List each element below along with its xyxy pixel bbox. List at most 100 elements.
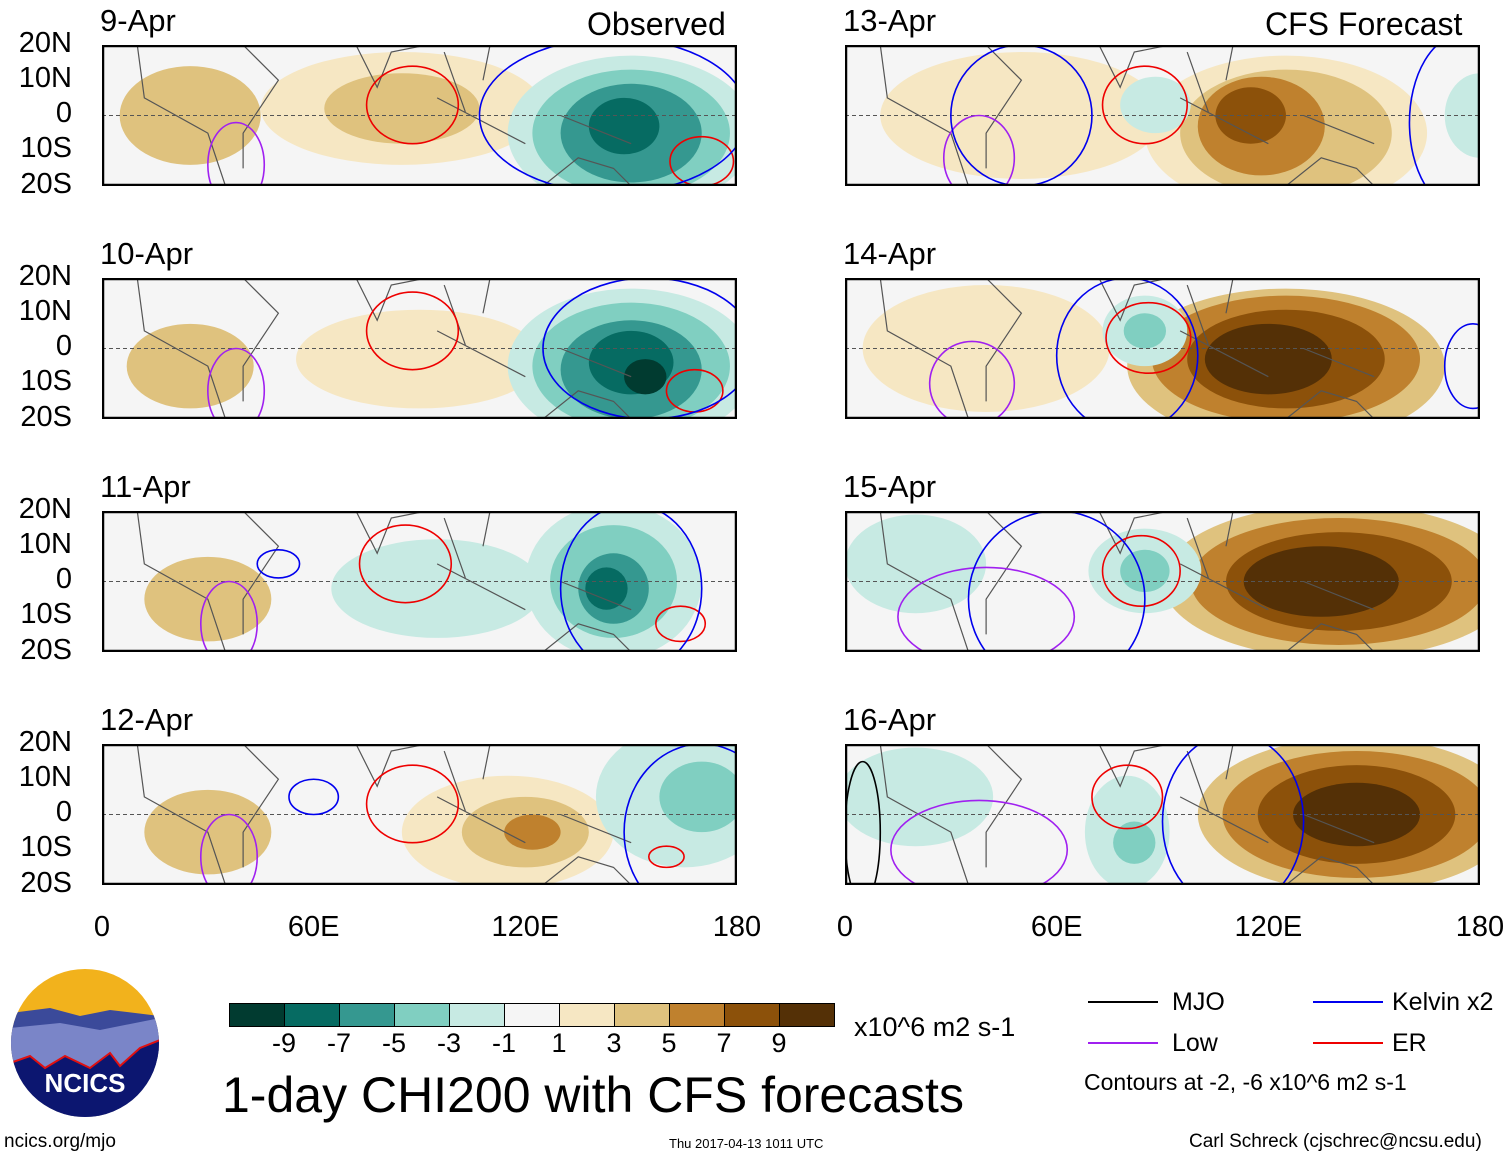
anomaly-shading	[845, 747, 994, 847]
wave-contour	[207, 121, 266, 186]
map-panel-plot	[102, 511, 737, 652]
wave-contour	[942, 114, 1016, 186]
coastlines	[879, 278, 1375, 419]
wave-contour	[207, 347, 266, 419]
observed-heading: Observed	[587, 6, 726, 42]
lat-tick-label: 20S	[20, 867, 72, 899]
panel-frame	[845, 45, 1480, 186]
wave-contour	[542, 278, 737, 419]
lon-tick-label: 60E	[1030, 911, 1083, 943]
lon-tick-label: 0	[836, 911, 854, 943]
colorbar-swatch	[450, 1004, 505, 1026]
lat-tick-label: 10N	[18, 295, 72, 327]
coastlines	[879, 511, 1375, 652]
wave-contour	[623, 744, 737, 885]
lat-tick-label: 10S	[20, 831, 72, 863]
colorbar-tick-label: -1	[491, 1028, 517, 1058]
legend-kelvin-label: Kelvin x2	[1392, 988, 1494, 1016]
wave-contour	[199, 813, 259, 885]
panel-date-label: 16-Apr	[843, 702, 937, 737]
map-panel	[102, 278, 737, 419]
panel-frame	[845, 744, 1480, 885]
colorbar-swatch	[505, 1004, 560, 1026]
map-panel	[102, 511, 737, 652]
lat-tick-label: 20N	[18, 260, 72, 292]
footer-url[interactable]: ncics.org/mjo	[4, 1131, 116, 1152]
panel-date-label: 12-Apr	[100, 702, 194, 737]
lat-tick-label: 10S	[20, 365, 72, 397]
panel-frame	[102, 511, 737, 652]
lon-tick-label: 180	[712, 911, 762, 943]
panel-frame	[102, 45, 737, 186]
anomaly-shading	[324, 73, 480, 144]
wave-contour	[365, 65, 460, 145]
colorbar-tick-label: 7	[716, 1028, 732, 1058]
legend-er-line	[1313, 1042, 1383, 1044]
map-panel	[845, 45, 1480, 186]
anomaly-shading	[1120, 549, 1170, 593]
map-panel-plot	[102, 278, 737, 419]
wave-contour	[365, 764, 460, 844]
map-panel	[845, 278, 1480, 419]
legend-mjo-label: MJO	[1172, 988, 1225, 1016]
wave-contour	[256, 548, 301, 579]
colorbar-tick-label: 3	[606, 1028, 622, 1058]
panel-frame	[102, 744, 737, 885]
legend-mjo-line	[1088, 1001, 1158, 1003]
anomaly-shading	[845, 514, 987, 614]
panel-date-label: 10-Apr	[100, 236, 194, 271]
map-panel-plot	[845, 45, 1480, 186]
colorbar-swatch	[780, 1004, 834, 1026]
map-panel-plot	[845, 278, 1480, 419]
colorbar-units: x10^6 m2 s-1	[854, 1012, 1016, 1042]
lat-tick-label: 0	[55, 796, 72, 828]
anomaly-shading	[1113, 821, 1156, 864]
colorbar-swatch	[725, 1004, 780, 1026]
colorbar-swatch	[230, 1004, 285, 1026]
panel-frame	[845, 278, 1480, 419]
lon-tick-label: 180	[1455, 911, 1505, 943]
lat-tick-label: 20S	[20, 168, 72, 200]
coastlines	[136, 45, 632, 186]
map-panel	[845, 511, 1480, 652]
lon-tick-label: 0	[93, 911, 111, 943]
anomaly-shading	[624, 359, 667, 395]
anomaly-shading	[585, 567, 628, 610]
anomaly-shading	[126, 323, 254, 409]
logo-text: NCICS	[45, 1068, 126, 1098]
lon-tick-label: 120E	[491, 911, 560, 943]
lat-tick-label: 20S	[20, 634, 72, 666]
wave-contour	[648, 845, 685, 869]
lat-tick-label: 20S	[20, 401, 72, 433]
wave-contour	[365, 291, 460, 371]
lat-tick-label: 0	[55, 563, 72, 595]
footer-credit: Carl Schreck (cjschrec@ncsu.edu)	[1189, 1131, 1482, 1152]
colorbar	[229, 1003, 835, 1027]
lon-tick-label: 60E	[287, 911, 340, 943]
wave-contour	[1055, 278, 1199, 419]
anomaly-shading	[588, 97, 660, 155]
anomaly-shading	[1204, 323, 1332, 395]
anomaly-shading	[504, 814, 561, 850]
map-panel-plot	[845, 744, 1480, 885]
anomaly-shading	[1120, 76, 1191, 134]
wave-contour	[478, 45, 737, 186]
panel-date-label: 14-Apr	[843, 236, 937, 271]
wave-contour	[1101, 534, 1181, 607]
wave-contour	[928, 340, 1016, 419]
anomaly-shading	[1123, 313, 1167, 349]
colorbar-swatch	[560, 1004, 615, 1026]
anomaly-shading	[119, 66, 261, 165]
map-panel-plot	[102, 744, 737, 885]
map-panel-plot	[102, 45, 737, 186]
anomaly-shading	[331, 539, 543, 638]
colorbar-tick-label: -5	[381, 1028, 407, 1058]
wave-contour	[890, 799, 1069, 885]
colorbar-tick-label: 9	[771, 1028, 787, 1058]
wave-contour	[1105, 301, 1192, 374]
wave-contour	[1101, 65, 1188, 145]
colorbar-tick-label: -7	[326, 1028, 352, 1058]
lat-tick-label: 10S	[20, 132, 72, 164]
wave-contour	[655, 605, 707, 643]
